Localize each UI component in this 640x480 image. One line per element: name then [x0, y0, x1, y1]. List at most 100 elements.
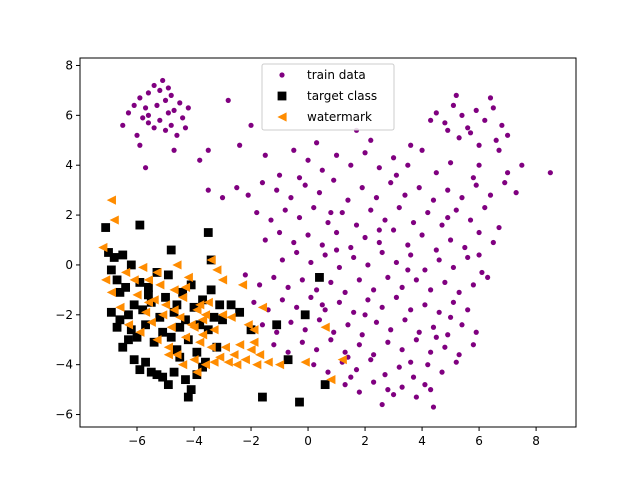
data-point	[158, 327, 168, 337]
data-point	[151, 82, 157, 89]
data-point	[132, 290, 142, 300]
data-point	[178, 287, 188, 297]
data-point	[198, 295, 207, 305]
data-point	[322, 307, 328, 313]
series-watermark	[98, 195, 347, 385]
data-point	[447, 237, 454, 243]
data-point	[433, 170, 439, 176]
data-point	[490, 239, 496, 246]
data-point	[186, 280, 196, 290]
data-point	[141, 320, 150, 330]
data-point	[442, 279, 448, 285]
data-point	[456, 352, 462, 358]
data-point	[145, 120, 152, 126]
data-point	[447, 160, 454, 166]
data-point	[430, 197, 437, 203]
data-points	[98, 77, 553, 410]
data-point	[473, 329, 479, 335]
y-tick-label: −6	[55, 408, 73, 422]
data-point	[419, 232, 425, 238]
legend-label: train data	[307, 68, 366, 82]
data-point	[465, 125, 471, 131]
legend-label: watermark	[307, 110, 372, 124]
data-point	[168, 92, 174, 98]
y-tick-label: −2	[55, 308, 73, 322]
data-point	[300, 310, 310, 320]
data-point	[217, 275, 228, 285]
data-point	[333, 152, 340, 158]
data-point	[115, 287, 125, 297]
data-point	[328, 209, 334, 216]
data-point	[462, 244, 468, 251]
data-point	[138, 262, 148, 273]
legend-marker	[277, 91, 287, 101]
data-point	[129, 300, 139, 310]
data-point	[447, 314, 454, 320]
data-point	[353, 222, 360, 228]
data-point	[413, 394, 419, 400]
data-point	[180, 115, 186, 121]
data-point	[385, 339, 391, 345]
data-point	[376, 165, 382, 171]
data-point	[425, 362, 431, 368]
data-point	[209, 325, 219, 335]
data-point	[342, 382, 348, 388]
data-point	[175, 312, 185, 322]
data-point	[181, 315, 190, 325]
data-point	[459, 195, 465, 201]
x-tick-label: −4	[185, 434, 203, 448]
data-point	[142, 105, 149, 111]
data-point	[445, 127, 451, 133]
data-point	[496, 224, 502, 231]
data-point	[410, 219, 417, 226]
data-point	[453, 207, 459, 213]
data-point	[388, 327, 394, 333]
data-point	[328, 337, 334, 343]
data-point	[225, 97, 231, 103]
data-point	[482, 204, 488, 211]
data-point	[385, 387, 391, 393]
series-train-data	[120, 77, 553, 410]
data-point	[311, 204, 317, 211]
data-point	[496, 147, 502, 153]
data-point	[169, 285, 179, 295]
data-point	[319, 167, 325, 173]
data-point	[473, 107, 479, 113]
data-point	[399, 284, 405, 290]
data-point	[118, 342, 128, 352]
data-point	[135, 220, 145, 230]
data-point	[234, 185, 240, 191]
data-point	[172, 300, 182, 310]
data-point	[371, 379, 377, 385]
data-point	[416, 329, 422, 335]
data-point	[351, 309, 357, 315]
x-tick-label: −6	[128, 434, 146, 448]
data-point	[109, 215, 119, 225]
data-point	[351, 254, 357, 261]
data-point	[146, 367, 156, 377]
data-point	[356, 389, 362, 395]
data-point	[206, 285, 216, 295]
data-point	[168, 122, 174, 128]
data-point	[368, 207, 374, 213]
data-point	[456, 135, 462, 141]
data-point	[348, 374, 354, 380]
data-point	[249, 337, 259, 347]
data-point	[215, 300, 225, 310]
data-point	[215, 352, 225, 362]
data-point	[285, 284, 291, 290]
data-point	[212, 342, 222, 352]
data-point	[142, 165, 149, 171]
data-point	[442, 344, 448, 350]
data-point	[240, 355, 250, 365]
data-point	[201, 357, 210, 367]
data-point	[371, 287, 377, 293]
data-point	[313, 347, 320, 353]
data-point	[299, 339, 305, 345]
data-point	[209, 312, 219, 322]
data-point	[328, 279, 334, 285]
legend-marker	[279, 72, 285, 78]
data-point	[151, 125, 157, 131]
data-point	[262, 237, 268, 243]
data-point	[299, 277, 305, 283]
